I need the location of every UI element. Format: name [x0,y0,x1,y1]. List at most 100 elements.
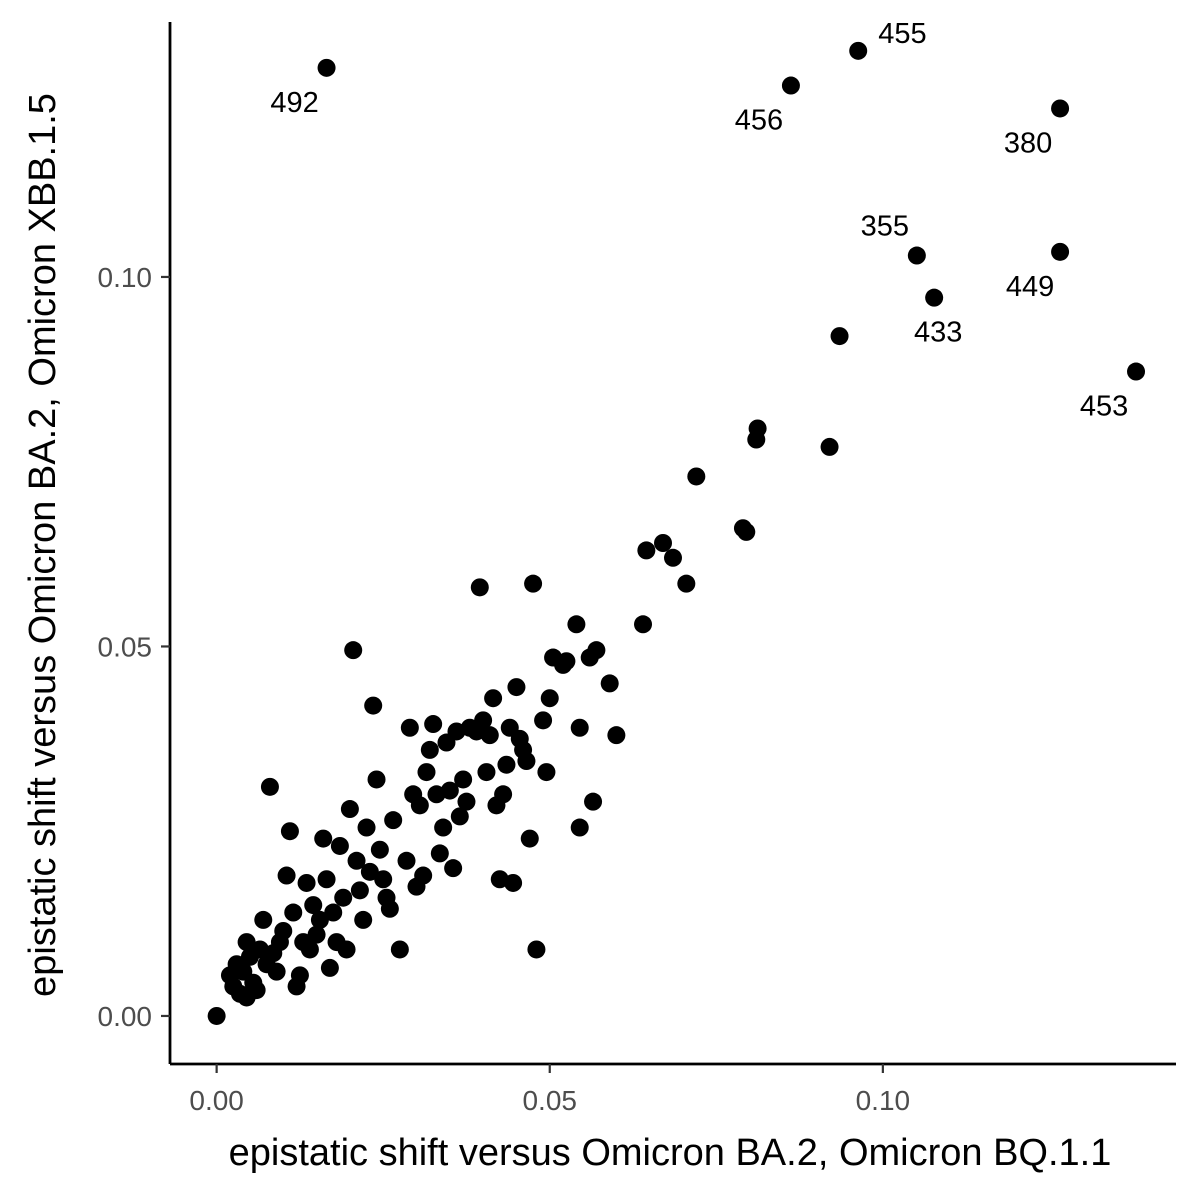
labeled-point-455 [849,41,868,60]
y-axis-title: epistatic shift versus Omicron BA.2, Omi… [22,93,64,997]
x-tick-label: 0.10 [856,1085,911,1116]
data-point [260,777,279,796]
point-label-380: 380 [1004,127,1052,159]
data-point [254,910,273,929]
labeled-point-453 [1127,362,1146,381]
data-point [587,641,606,660]
data-point [748,419,767,438]
y-tick-label: 0.05 [98,631,153,662]
data-point [664,548,682,567]
labeled-point-433 [925,288,944,307]
data-point [384,811,403,830]
data-point [557,652,576,671]
data-point [480,726,499,745]
data-point [484,689,503,708]
point-labels: 492 455 456 380 355 449 433 453 [270,18,1128,423]
data-point [534,711,553,730]
ticks: 0.00 0.05 0.10 0.00 0.05 0.10 [98,262,911,1116]
data-point [374,870,393,889]
data-point [474,711,493,730]
data-point [517,752,536,771]
data-point [277,866,296,885]
data-point [737,522,756,541]
data-point [830,327,849,346]
data-point [324,903,343,922]
data-point [540,689,559,708]
data-point [247,981,266,1000]
data-point [367,770,386,789]
point-label-453: 453 [1080,391,1128,423]
data-point [424,715,443,734]
data-point [520,829,539,848]
data-point [347,851,366,870]
data-point [654,534,673,552]
labeled-point-456 [781,76,800,95]
data-point [314,829,333,848]
data-point [267,962,286,981]
data-point [380,899,399,918]
data-point [677,574,696,593]
data-point [320,958,339,977]
point-label-456: 456 [735,105,783,137]
data-point [454,770,473,789]
data-point [297,873,316,892]
data-point [600,674,619,693]
data-point [507,678,526,697]
point-label-449: 449 [1006,271,1054,303]
labeled-point-449 [1051,242,1070,261]
data-point [440,781,459,800]
data-point [300,940,319,959]
data-point [450,807,469,826]
data-point [607,726,626,745]
x-axis-title: epistatic shift versus Omicron BA.2, Omi… [229,1132,1112,1174]
data-point [360,862,379,881]
data-point [410,796,429,815]
data-point [334,888,353,907]
data-point [370,840,389,859]
data-point [397,851,416,870]
data-point [434,818,453,837]
y-tick-label: 0.00 [98,1001,153,1032]
data-point [237,933,256,952]
data-point [280,822,299,841]
data-point [304,896,323,915]
data-point [820,437,839,456]
data-point [444,859,463,878]
data-point [527,940,546,959]
data-point [470,578,489,597]
data-point [570,818,589,837]
data-point [330,836,349,855]
data-point [207,1006,226,1025]
data-point [457,792,476,811]
data-point [430,844,449,863]
axes [168,22,1176,1066]
data-point [344,641,363,660]
point-label-492: 492 [270,87,318,119]
y-tick-label: 0.10 [98,262,153,293]
data-point [497,755,516,774]
data-point [400,718,419,737]
labeled-point-492 [317,58,336,77]
data-point [364,696,383,715]
data-point [354,910,373,929]
data-point [317,870,336,889]
point-label-455: 455 [878,18,926,50]
data-point [417,763,436,782]
labeled-point-355 [907,246,926,265]
point-label-355: 355 [861,211,909,243]
data-point [494,785,513,804]
data-point [414,866,433,885]
point-label-433: 433 [914,317,962,349]
data-point [340,800,359,819]
data-point [524,574,543,593]
data-point [634,615,653,634]
data-point [284,903,303,922]
data-point [310,910,329,929]
data-point [390,940,409,959]
data-point [290,966,309,985]
data-point [477,763,496,782]
data-point [567,615,586,634]
x-tick-label: 0.05 [522,1085,577,1116]
data-point [307,925,326,944]
